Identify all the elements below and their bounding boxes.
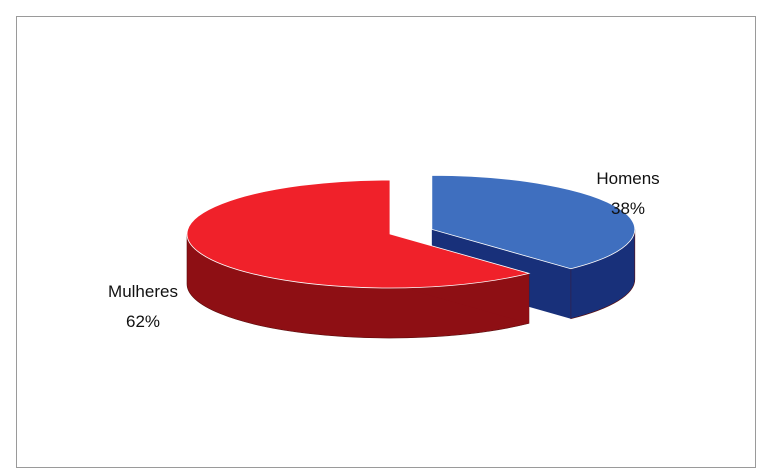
label-mulheres: Mulheres 62%: [108, 282, 178, 331]
label-mulheres-name: Mulheres: [108, 282, 178, 301]
label-homens-name: Homens: [596, 169, 659, 188]
slice-homens-top: [431, 174, 636, 270]
label-mulheres-percent: 62%: [126, 312, 160, 331]
pie-slices: [186, 174, 636, 339]
label-homens: Homens 38%: [596, 169, 659, 218]
label-homens-percent: 38%: [611, 199, 645, 218]
slice-mulheres-top: [186, 179, 531, 289]
